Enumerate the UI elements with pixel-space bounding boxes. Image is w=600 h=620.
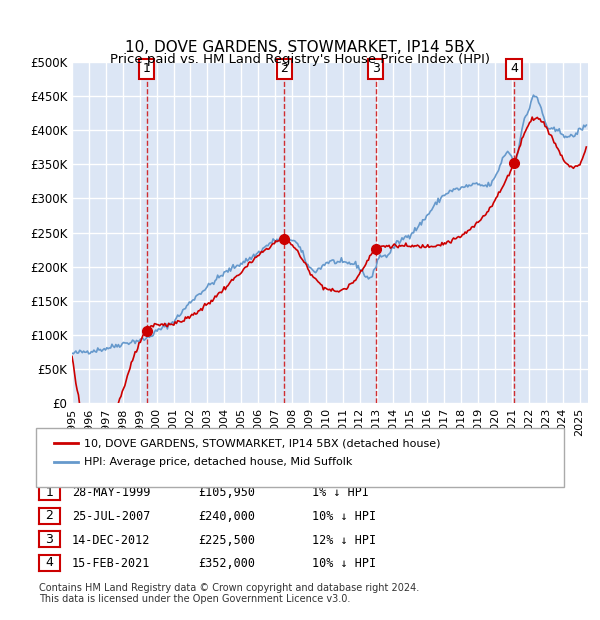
Text: 14-DEC-2012: 14-DEC-2012 [72,534,151,546]
Text: 2: 2 [46,510,53,522]
Text: £225,500: £225,500 [198,534,255,546]
Text: 3: 3 [372,63,380,75]
Text: 1% ↓ HPI: 1% ↓ HPI [312,487,369,499]
Text: £105,950: £105,950 [198,487,255,499]
Text: 4: 4 [46,557,53,569]
Text: Contains HM Land Registry data © Crown copyright and database right 2024.
This d: Contains HM Land Registry data © Crown c… [39,583,419,604]
Text: HPI: Average price, detached house, Mid Suffolk: HPI: Average price, detached house, Mid … [84,457,352,467]
Text: 10, DOVE GARDENS, STOWMARKET, IP14 5BX: 10, DOVE GARDENS, STOWMARKET, IP14 5BX [125,40,475,55]
Text: 15-FEB-2021: 15-FEB-2021 [72,557,151,570]
Text: £240,000: £240,000 [198,510,255,523]
Text: 10% ↓ HPI: 10% ↓ HPI [312,510,376,523]
Text: 2: 2 [281,63,289,75]
Text: £352,000: £352,000 [198,557,255,570]
Text: Price paid vs. HM Land Registry's House Price Index (HPI): Price paid vs. HM Land Registry's House … [110,53,490,66]
Text: 10% ↓ HPI: 10% ↓ HPI [312,557,376,570]
Text: 10, DOVE GARDENS, STOWMARKET, IP14 5BX (detached house): 10, DOVE GARDENS, STOWMARKET, IP14 5BX (… [84,438,440,448]
Text: 3: 3 [46,533,53,546]
Text: 4: 4 [510,63,518,75]
Text: 1: 1 [46,486,53,498]
Text: 1: 1 [143,63,151,75]
Text: 25-JUL-2007: 25-JUL-2007 [72,510,151,523]
Text: 28-MAY-1999: 28-MAY-1999 [72,487,151,499]
Text: 12% ↓ HPI: 12% ↓ HPI [312,534,376,546]
